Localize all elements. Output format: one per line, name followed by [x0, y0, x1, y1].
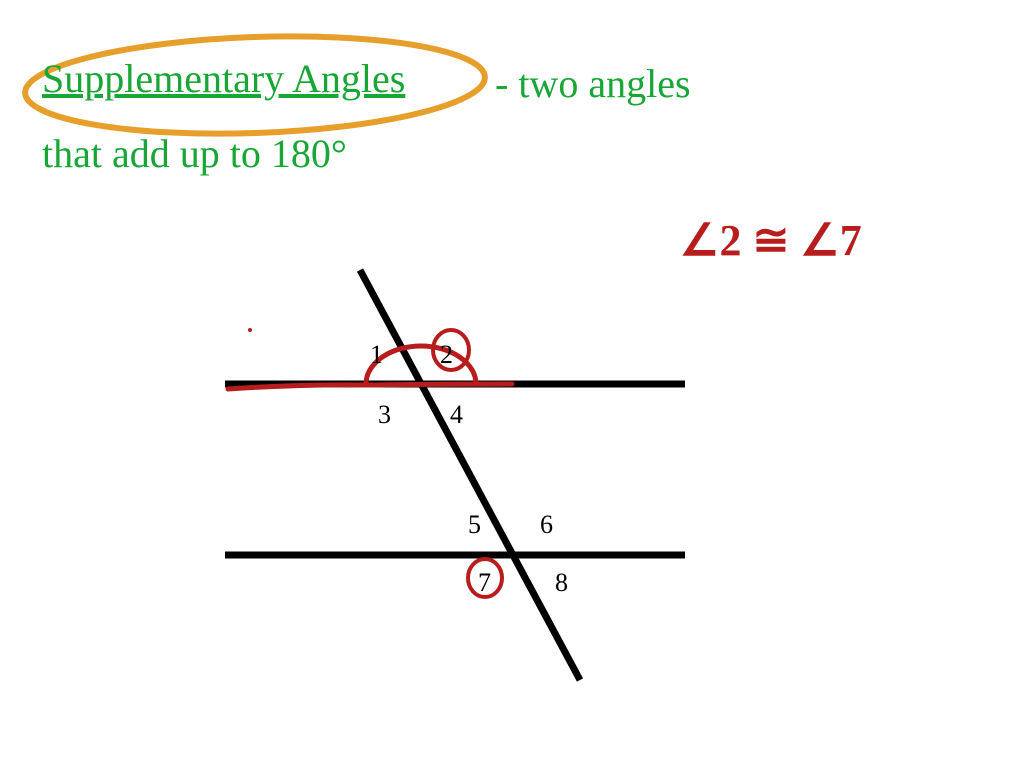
angle-label-4: 4: [450, 400, 463, 430]
stray-dot: [248, 328, 252, 332]
angle-label-1: 1: [370, 340, 383, 370]
angle-label-5: 5: [468, 510, 481, 540]
angle-label-7: 7: [478, 568, 491, 598]
canvas: Supplementary Angles - two angles that a…: [0, 0, 1024, 768]
angle-label-6: 6: [540, 510, 553, 540]
diagram: [0, 0, 1024, 768]
highlight-line: [228, 384, 512, 389]
angle-label-3: 3: [378, 400, 391, 430]
angle-label-8: 8: [555, 568, 568, 598]
transversal-line: [360, 270, 580, 680]
angle-label-2: 2: [440, 340, 453, 370]
